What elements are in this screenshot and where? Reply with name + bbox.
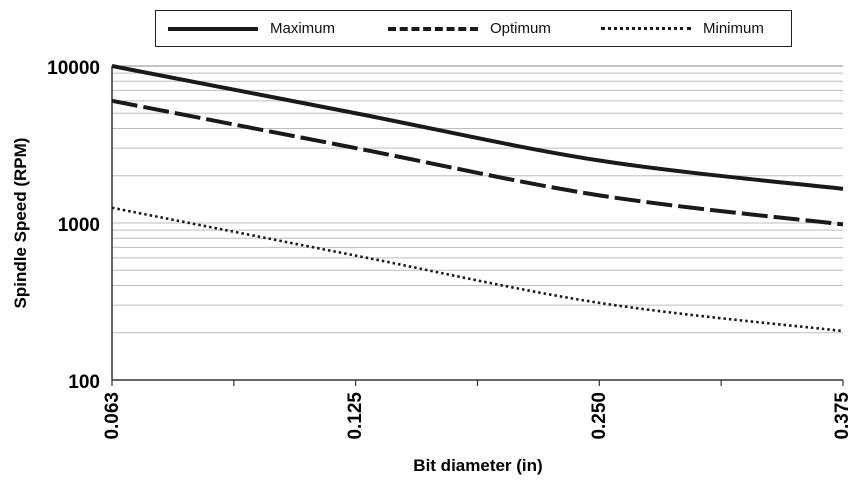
series-lines	[111, 64, 844, 333]
series-line-minimum	[111, 206, 844, 333]
legend-swatch-dotted	[601, 27, 691, 30]
legend: Maximum Optimum Minimum	[155, 10, 792, 47]
x-tick-0-375: 0.375	[832, 392, 853, 440]
grid-lines	[112, 65, 843, 334]
x-axis-title: Bit diameter (in)	[413, 456, 542, 475]
x-tick-0-125: 0.125	[345, 392, 366, 440]
legend-label-minimum: Minimum	[703, 20, 764, 37]
x-tick-labels: 0.063 0.125 0.250 0.375	[102, 392, 853, 440]
x-tick-0-250: 0.250	[589, 392, 610, 440]
y-tick-labels: 10000 1000 100	[47, 58, 100, 393]
legend-item-maximum: Maximum	[168, 11, 335, 46]
legend-label-optimum: Optimum	[490, 20, 551, 37]
series-line-optimum	[111, 98, 844, 227]
legend-swatch-dashed	[388, 26, 478, 31]
x-tick-0-063: 0.063	[102, 392, 123, 440]
legend-label-maximum: Maximum	[270, 20, 336, 37]
y-axis-title: Spindle Speed (RPM)	[11, 138, 30, 309]
series-line-maximum	[111, 64, 844, 191]
legend-swatch-solid	[168, 26, 258, 31]
y-tick-100: 100	[68, 372, 100, 393]
x-ticks	[111, 380, 844, 386]
y-tick-10000: 10000	[47, 58, 100, 79]
y-tick-1000: 1000	[58, 215, 100, 236]
legend-item-optimum: Optimum	[388, 11, 551, 46]
legend-item-minimum: Minimum	[601, 11, 764, 46]
